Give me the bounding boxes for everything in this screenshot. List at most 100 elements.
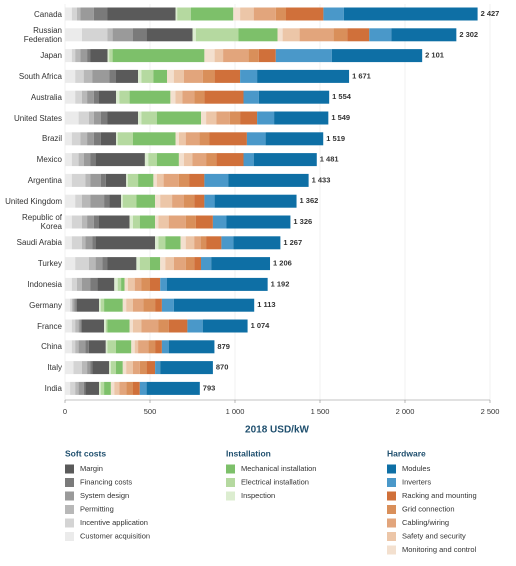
bar-segment bbox=[167, 277, 268, 291]
bar-segment bbox=[75, 340, 79, 354]
bar-segment bbox=[97, 277, 115, 291]
bar-segment bbox=[65, 173, 72, 187]
bar-segment bbox=[155, 236, 159, 250]
bar-segment bbox=[202, 319, 248, 333]
bar-segment bbox=[85, 236, 93, 250]
bar-segment bbox=[100, 111, 108, 125]
legend-swatch bbox=[387, 545, 396, 555]
bar-segment bbox=[240, 69, 258, 83]
bar-segment bbox=[223, 49, 249, 63]
bar-segment bbox=[212, 215, 227, 229]
bar-segment bbox=[119, 381, 127, 395]
bar-segment bbox=[133, 215, 140, 229]
bar-segment bbox=[65, 194, 76, 208]
bar-segment bbox=[214, 194, 297, 208]
bar-segment bbox=[206, 153, 217, 167]
bar-segment bbox=[65, 7, 72, 21]
bar-segment bbox=[76, 7, 81, 21]
bar-segment bbox=[82, 28, 108, 42]
bar-segment bbox=[136, 257, 140, 271]
legend-label: Grid connection bbox=[402, 504, 455, 513]
bar-segment bbox=[93, 132, 101, 146]
bar-segment bbox=[107, 257, 137, 271]
total-label: 1 433 bbox=[312, 175, 331, 184]
bar-segment bbox=[117, 277, 122, 291]
bar-segment bbox=[177, 7, 191, 21]
bar-segment bbox=[158, 236, 166, 250]
bar-segment bbox=[82, 277, 91, 291]
bar-segment bbox=[138, 69, 142, 83]
total-label: 1 074 bbox=[251, 321, 271, 330]
bar-segment bbox=[82, 215, 88, 229]
bar-segment bbox=[88, 340, 106, 354]
bar-segment bbox=[163, 173, 179, 187]
bar-segment bbox=[194, 257, 201, 271]
bar-segment bbox=[78, 153, 84, 167]
bar-segment bbox=[80, 49, 88, 63]
bar-segment bbox=[126, 381, 133, 395]
bar-segment bbox=[158, 215, 169, 229]
bar-segment bbox=[65, 236, 72, 250]
bar-segment bbox=[246, 132, 266, 146]
bar-segment bbox=[65, 340, 72, 354]
legend-header: Hardware bbox=[387, 448, 426, 458]
bar-segment bbox=[116, 361, 123, 375]
bar-segment bbox=[139, 257, 150, 271]
bar-segment bbox=[107, 340, 116, 354]
bar-segment bbox=[65, 69, 76, 83]
bar-segment bbox=[71, 277, 77, 291]
bar-segment bbox=[209, 132, 247, 146]
bar-segment bbox=[78, 111, 89, 125]
bar-segment bbox=[73, 298, 76, 312]
bar-segment bbox=[150, 277, 161, 291]
y-tick-label: Republic of Korea bbox=[21, 213, 62, 231]
bar-segment bbox=[274, 111, 329, 125]
bar-segment bbox=[257, 69, 350, 83]
y-tick-label: Indonesia bbox=[27, 279, 62, 289]
bar-segment bbox=[129, 90, 171, 104]
bar-segment bbox=[146, 361, 156, 375]
bar-segment bbox=[141, 319, 159, 333]
bar-segment bbox=[133, 361, 140, 375]
bar-segment bbox=[206, 111, 217, 125]
bar-segment bbox=[155, 215, 159, 229]
bar-segment bbox=[228, 173, 309, 187]
bar-segment bbox=[99, 90, 116, 104]
bar-segment bbox=[78, 340, 86, 354]
legend-swatch bbox=[387, 491, 396, 501]
legend-label: Cabling/wiring bbox=[402, 518, 449, 527]
bar-segment bbox=[114, 381, 120, 395]
bar-segment bbox=[76, 298, 99, 312]
bar-segment bbox=[139, 215, 156, 229]
bar-segment bbox=[155, 361, 161, 375]
y-tick-label: China bbox=[41, 342, 62, 352]
bar-segment bbox=[83, 69, 93, 83]
bar-segment bbox=[65, 319, 72, 333]
bar-segment bbox=[134, 277, 142, 291]
bar-segment bbox=[180, 236, 186, 250]
y-tick-label: India bbox=[44, 383, 62, 393]
y-tick-label: United States bbox=[13, 113, 62, 123]
bar-segment bbox=[65, 361, 74, 375]
bar-segment bbox=[75, 298, 77, 312]
bar-segment bbox=[253, 7, 276, 21]
bar-segment bbox=[158, 319, 169, 333]
bar-segment bbox=[136, 194, 156, 208]
bar-segment bbox=[195, 28, 239, 42]
legend-label: System design bbox=[80, 491, 129, 500]
bar-segment bbox=[165, 257, 174, 271]
bar-segment bbox=[160, 257, 166, 271]
total-label: 2 427 bbox=[481, 9, 500, 18]
bar-segment bbox=[204, 173, 229, 187]
bar-segment bbox=[369, 28, 392, 42]
bar-segment bbox=[80, 132, 88, 146]
bar-segment bbox=[138, 340, 149, 354]
total-label: 1 362 bbox=[300, 196, 319, 205]
bar-segment bbox=[99, 381, 101, 395]
bar-segment bbox=[87, 132, 94, 146]
bar-segment bbox=[90, 194, 105, 208]
bar-segment bbox=[126, 173, 128, 187]
bar-segment bbox=[194, 236, 201, 250]
bar-segment bbox=[65, 153, 72, 167]
